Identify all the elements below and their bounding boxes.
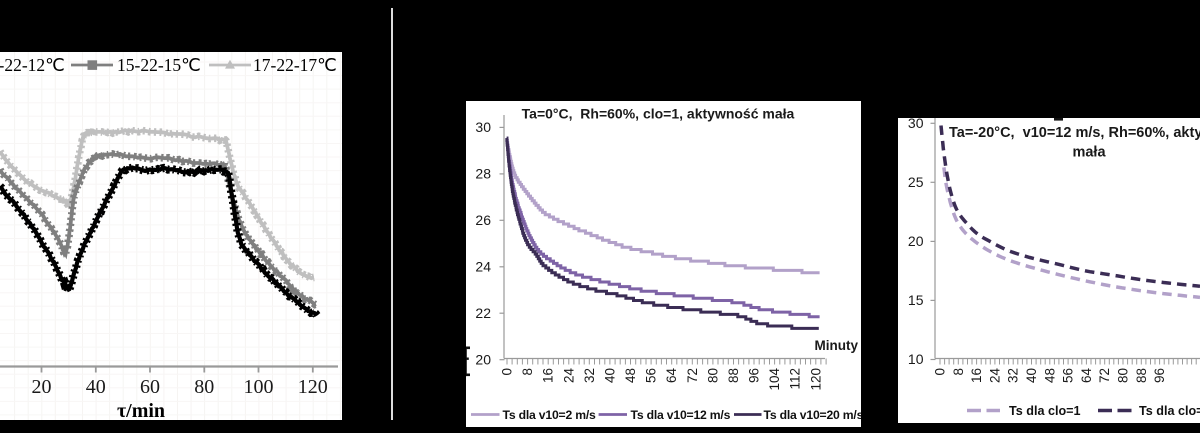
svg-text:40: 40 (602, 368, 617, 383)
svg-text:72: 72 (1097, 368, 1112, 383)
svg-text:48: 48 (1042, 368, 1057, 383)
svg-text:56: 56 (644, 368, 659, 383)
svg-text:120: 120 (808, 368, 823, 391)
svg-text:τ/min: τ/min (117, 400, 165, 420)
svg-text:88: 88 (1134, 368, 1149, 383)
svg-text:Minuty: Minuty (815, 338, 859, 353)
svg-text:28: 28 (475, 166, 491, 182)
svg-text:80: 80 (194, 376, 214, 398)
svg-text:60: 60 (140, 376, 160, 398)
svg-text:Ta=-20°C, v10=12 m/s, Rh=60%,: Ta=-20°C, v10=12 m/s, Rh=60%, aktywność (949, 125, 1200, 141)
svg-text:88: 88 (726, 368, 741, 383)
svg-text:0: 0 (500, 368, 515, 376)
svg-text:24: 24 (987, 368, 1002, 384)
svg-text:mała: mała (1072, 145, 1106, 161)
svg-text:20: 20 (475, 351, 491, 367)
svg-text:Ts dla clo=1: Ts dla clo=1 (1009, 404, 1081, 418)
svg-text:Ts dla clo=2: Ts dla clo=2 (1139, 404, 1200, 418)
svg-text:104: 104 (767, 368, 782, 391)
svg-text:16: 16 (541, 368, 556, 383)
svg-text:26: 26 (475, 212, 491, 228)
svg-text:15: 15 (908, 292, 924, 308)
svg-text:10: 10 (908, 351, 924, 367)
svg-text:40: 40 (1024, 368, 1039, 383)
svg-text:40: 40 (86, 376, 106, 398)
svg-text:96: 96 (1152, 368, 1167, 383)
svg-text:56: 56 (1061, 368, 1076, 383)
svg-text:80: 80 (705, 368, 720, 383)
svg-text:112: 112 (788, 368, 803, 390)
svg-text:25: 25 (908, 174, 924, 190)
svg-text:80: 80 (1116, 368, 1131, 383)
svg-text:16: 16 (969, 368, 984, 383)
svg-text:30: 30 (475, 119, 491, 135)
svg-text:Ts dla v10=12 m/s: Ts dla v10=12 m/s (631, 408, 731, 422)
svg-text:20: 20 (32, 376, 52, 398)
svg-text:96: 96 (747, 368, 762, 383)
svg-text:48: 48 (623, 368, 638, 383)
svg-text:8: 8 (520, 368, 535, 376)
svg-text:12-22-12℃: 12-22-12℃ (0, 55, 65, 75)
svg-text:24: 24 (561, 368, 576, 384)
svg-text:64: 64 (664, 368, 679, 384)
svg-text:Ts dla v10=20 m/s: Ts dla v10=20 m/s (764, 408, 862, 422)
svg-text:72: 72 (685, 368, 700, 383)
svg-text:15-22-15℃: 15-22-15℃ (117, 55, 201, 75)
svg-text:30: 30 (908, 118, 924, 131)
svg-text:Ts dla v10=2 m/s: Ts dla v10=2 m/s (503, 408, 597, 422)
svg-text:8: 8 (951, 368, 966, 376)
svg-text:Ta=0°C, Rh=60%, clo=1, aktywn: Ta=0°C, Rh=60%, clo=1, aktywność mała (522, 106, 795, 122)
svg-text:100: 100 (244, 376, 274, 398)
svg-text:120: 120 (298, 376, 328, 398)
svg-text:22: 22 (475, 305, 491, 321)
svg-text:24: 24 (475, 259, 491, 275)
svg-text:20: 20 (908, 233, 924, 249)
svg-text:32: 32 (582, 368, 597, 383)
svg-text:0: 0 (933, 368, 948, 376)
svg-text:32: 32 (1006, 368, 1021, 383)
svg-text:64: 64 (1079, 368, 1094, 384)
svg-text:17-22-17℃: 17-22-17℃ (253, 55, 337, 75)
